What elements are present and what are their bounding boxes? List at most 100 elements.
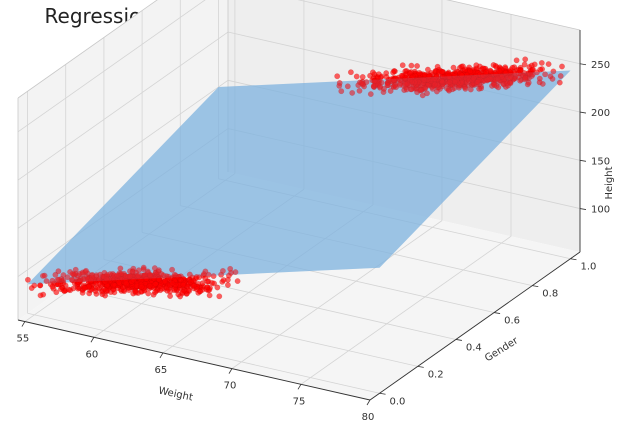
data-point: [537, 66, 544, 73]
gridline-y: [65, 285, 418, 367]
data-point: [117, 265, 124, 272]
data-point: [147, 272, 154, 278]
y-tick-label: 0.8: [542, 289, 558, 300]
data-point: [123, 280, 130, 287]
data-point: [77, 277, 84, 284]
tick-mark: [455, 339, 462, 341]
data-point: [54, 276, 61, 283]
gridline-z: [17, 31, 229, 181]
data-point: [81, 285, 88, 291]
data-point: [384, 82, 391, 89]
data-point: [416, 70, 423, 76]
axes: [17, 30, 587, 406]
data-point: [211, 280, 218, 287]
data-point: [421, 77, 428, 83]
x-axis-line: [17, 319, 371, 401]
z-axis-label: Height: [604, 166, 615, 199]
data-point: [424, 66, 431, 73]
data-point: [390, 77, 397, 84]
data-point: [359, 74, 366, 80]
y-tick-label: 1.0: [581, 262, 597, 273]
data-point: [414, 63, 420, 69]
data-point: [530, 66, 536, 73]
y-tick-label: 0.6: [504, 316, 520, 327]
data-point: [356, 87, 363, 94]
tick-mark: [579, 208, 587, 210]
z-tick-labels: 100 150 200 250: [591, 60, 610, 216]
data-point: [439, 79, 446, 86]
tick-mark: [494, 312, 501, 314]
data-point: [556, 79, 563, 86]
data-point: [462, 85, 469, 92]
data-point: [28, 285, 35, 291]
y-axis-label: Gender: [483, 335, 521, 364]
data-point: [474, 78, 481, 85]
data-point: [347, 69, 354, 76]
data-point: [336, 80, 343, 86]
data-point: [83, 267, 89, 274]
data-point: [495, 84, 502, 91]
data-point: [408, 79, 415, 85]
data-point: [156, 276, 162, 283]
data-point: [538, 60, 545, 66]
data-point: [462, 66, 468, 73]
gridline-z: [17, 0, 206, 133]
data-point: [129, 268, 136, 275]
regression-plane-overlay-surface: [27, 70, 571, 285]
data-point: [200, 271, 207, 277]
data-point: [53, 289, 60, 296]
data-point: [445, 73, 452, 80]
y-tick-labels: 0.0 0.2 0.4 0.6 0.8 1.0: [390, 262, 597, 408]
data-point: [116, 279, 123, 286]
data-point: [58, 286, 64, 292]
y-tick-label: 0.0: [390, 396, 406, 407]
data-point: [542, 71, 548, 78]
data-point: [344, 83, 351, 90]
data-point: [62, 282, 69, 289]
data-point: [103, 287, 110, 294]
tick-mark: [570, 258, 577, 261]
data-point: [55, 268, 62, 275]
regression-plane: [27, 70, 571, 285]
data-point: [424, 90, 430, 97]
data-point: [521, 61, 528, 68]
data-point: [525, 79, 532, 86]
x-tick-labels: 55 60 65 70 75 80: [17, 334, 375, 423]
x-tick-label: 60: [86, 349, 99, 360]
data-point: [550, 68, 557, 75]
data-point: [513, 57, 520, 64]
data-point: [349, 90, 356, 96]
tick-mark: [532, 285, 539, 288]
data-point: [169, 266, 176, 273]
data-point: [180, 281, 187, 288]
data-point: [398, 72, 405, 79]
data-point: [155, 267, 162, 274]
data-point: [467, 68, 474, 74]
data-point: [177, 293, 184, 300]
gridline-x: [231, 220, 443, 369]
y-tick-label: 0.4: [466, 343, 482, 354]
data-point: [69, 270, 76, 277]
data-point: [132, 288, 139, 295]
data-point: [549, 76, 556, 82]
tick-mark: [21, 321, 26, 327]
tick-mark: [579, 111, 587, 114]
z-tick-label: 200: [591, 108, 610, 119]
data-point: [37, 292, 44, 299]
data-point: [496, 68, 503, 75]
data-point: [431, 76, 438, 83]
data-point: [52, 271, 59, 278]
data-point: [158, 271, 165, 277]
data-point: [114, 272, 121, 279]
data-point: [161, 278, 168, 285]
data-point: [470, 75, 477, 82]
data-point: [483, 69, 490, 76]
data-point: [88, 277, 94, 284]
data-point: [152, 289, 159, 296]
x-tick-label: 80: [362, 412, 375, 423]
gridline-x: [300, 235, 512, 385]
data-point: [399, 62, 406, 69]
data-point: [110, 286, 117, 293]
data-point: [358, 80, 365, 87]
data-point: [484, 76, 491, 83]
